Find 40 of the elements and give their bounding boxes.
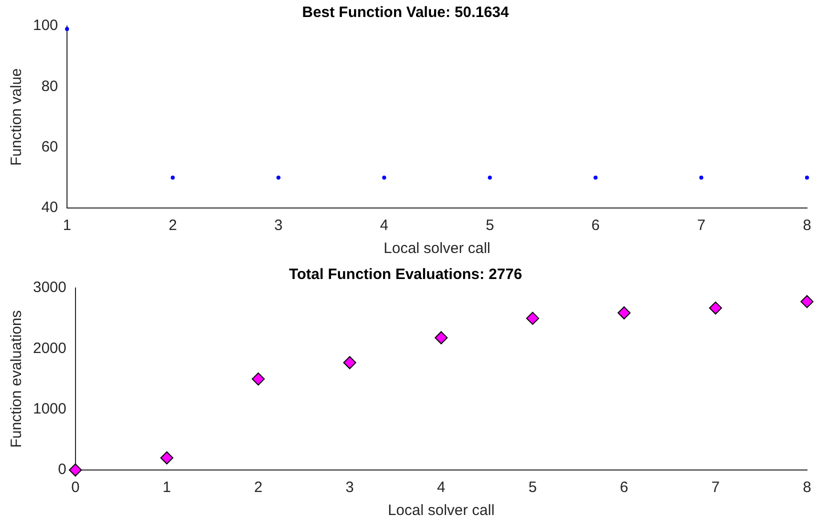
- point: [434, 331, 448, 344]
- y-tick-label: 40: [41, 199, 58, 216]
- point: [618, 306, 631, 320]
- x-axis-title: Local solver call: [388, 502, 495, 520]
- x-tick-label: 1: [62, 217, 72, 234]
- x-tick-label: 5: [486, 217, 494, 234]
- y-tick-label: 3000: [32, 279, 66, 296]
- x-tick-label: 2: [254, 479, 262, 496]
- y-tick-label: 80: [41, 78, 58, 95]
- x-tick-label: 2: [168, 217, 177, 234]
- x-tick-label: 4: [380, 217, 388, 234]
- point: [709, 302, 722, 315]
- x-tick-label: 8: [802, 479, 812, 496]
- point: [160, 451, 174, 464]
- x-tick-label: 7: [697, 217, 706, 234]
- point: [800, 295, 814, 308]
- y-tick-label: 100: [32, 17, 58, 34]
- x-tick-label: 0: [71, 479, 80, 496]
- x-tick-label: 8: [802, 217, 812, 234]
- x-tick-label: 6: [620, 479, 628, 496]
- x-tick-label: 4: [437, 479, 446, 496]
- point: [68, 464, 82, 476]
- x-tick-label: 1: [162, 479, 171, 496]
- x-tick-label: 3: [274, 217, 283, 234]
- x-tick-label: 3: [346, 479, 354, 496]
- point: [252, 372, 265, 386]
- y-axis-title: Function evaluations: [8, 310, 26, 448]
- x-tick-label: 6: [591, 217, 600, 234]
- chart-title: Best Function Value: 50.1634: [302, 4, 510, 22]
- y-tick-label: 60: [41, 138, 58, 156]
- chart-title: Total Function Evaluations: 2776: [288, 266, 522, 284]
- point: [526, 312, 540, 325]
- y-tick-label: 2000: [32, 340, 66, 357]
- point: [343, 356, 356, 370]
- y-tick-label: 1000: [32, 400, 66, 418]
- x-axis-title: Local solver call: [384, 240, 490, 258]
- x-tick-label: 5: [528, 479, 537, 496]
- y-axis-title: Function value: [8, 68, 26, 166]
- x-tick-label: 7: [711, 479, 720, 496]
- y-tick-label: 0: [58, 461, 66, 478]
